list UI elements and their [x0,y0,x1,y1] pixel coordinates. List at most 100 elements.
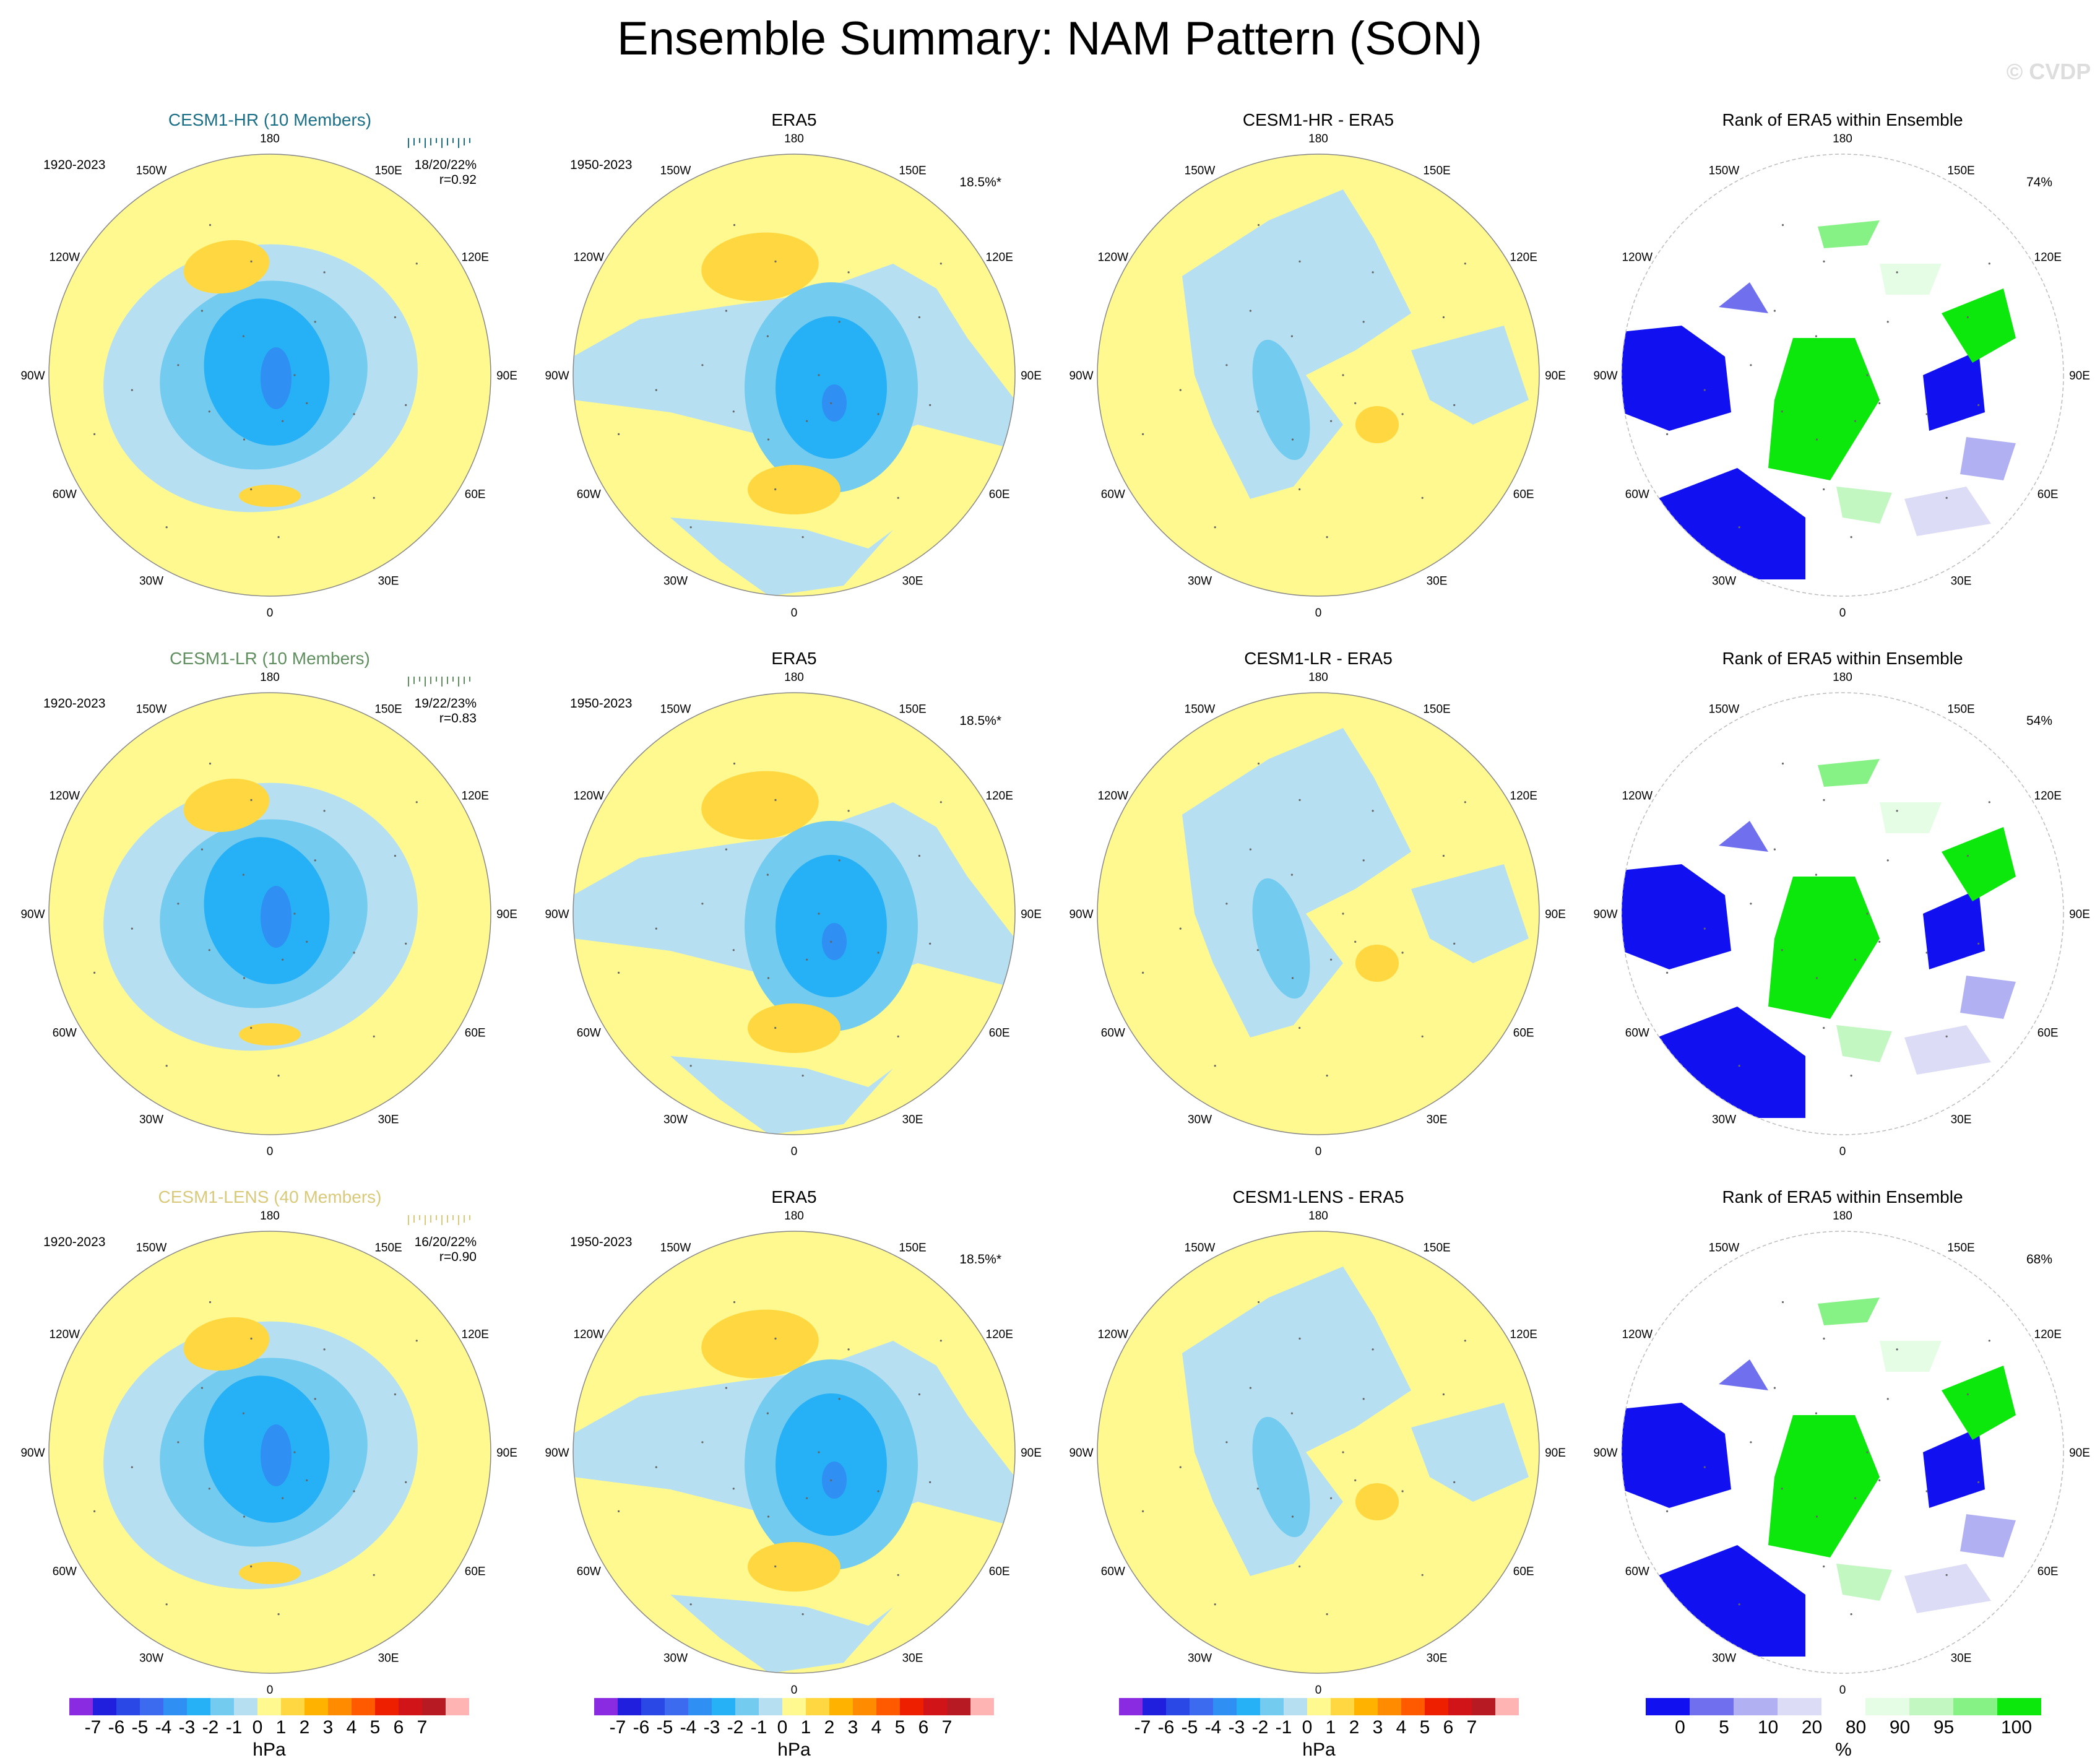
coastline-mark [282,958,284,961]
coastline-mark [250,799,253,801]
coastline-mark [1850,1613,1852,1616]
colorbar-box [712,1698,735,1715]
longitude-label: 60W [1101,1566,1125,1579]
coastline-mark [209,762,212,765]
field-positive-scandinavia [1355,406,1399,443]
colorbar-tick-label: 2 [824,1717,835,1738]
colorbar-tick-label: -7 [610,1717,626,1738]
map-panel: 180 150E 120E 90E 60E 30E 0 30W 60W 90W 120W 150W [1069,1210,1565,1697]
longitude-label: 90E [2069,908,2090,921]
longitude-label: 120W [573,1328,604,1341]
obs-title: ERA5 [771,1187,816,1206]
longitude-label: 90W [1069,908,1093,921]
longitude-label: 30W [139,1652,163,1665]
longitude-label: 30E [1427,575,1448,588]
coastline-mark [1945,1574,1948,1576]
coastline-mark [838,1398,840,1400]
obs-title: ERA5 [771,649,816,668]
coastline-mark [1738,1065,1740,1067]
colorbar-box [1865,1698,1909,1715]
map-boundary [48,154,491,597]
colorbar-tick-label: -2 [1252,1717,1269,1738]
map-panel: 180 150E 120E 90E 60E 30E 0 30W 60W 90W 120W 150W [1069,132,1565,620]
coastline-mark [1214,526,1216,529]
field-layer [573,1231,1015,1673]
colorbar-tick-label: -7 [85,1717,102,1738]
colorbar-box [594,1698,618,1715]
coastline-mark [725,848,727,851]
field-positive-europe [748,465,840,514]
longitude-label: 150W [1185,164,1216,177]
field-negative-core [822,1462,847,1499]
colorbar-box [1284,1698,1307,1715]
coastline-mark [1925,1490,1928,1492]
colorbar-box [1997,1698,2041,1715]
rank-high-east [1942,1366,2016,1440]
coastline-mark [1326,1075,1328,1077]
cvdp-watermark: © CVDP [2007,59,2091,84]
rank-midlow [1719,282,1768,313]
longitude-label: 180 [1308,671,1328,684]
longitude-label: 150E [1947,164,1974,177]
colorbar-box [1119,1698,1143,1715]
colorbar-unit: hPa [1302,1739,1336,1760]
coastline-mark [415,801,418,804]
colorbar-box [1331,1698,1354,1715]
longitude-label: 30W [1188,575,1212,588]
colorbar-box [1778,1698,1821,1715]
coastline-mark [165,1065,168,1067]
coastline-mark [1298,1026,1301,1029]
coastline-mark [373,496,375,499]
coastline-mark [209,223,212,227]
colorbar-tick-label: 5 [1420,1717,1430,1738]
longitude-label: 60W [53,1027,77,1040]
coastline-mark [306,402,308,405]
coastline-mark [1878,1479,1881,1481]
rank-80-90 [1880,1341,1942,1372]
longitude-label: 0 [791,607,798,620]
coastline-mark [282,420,284,422]
colorbar-tick-label: -3 [704,1717,720,1738]
longitude-label: 150E [374,164,402,177]
longitude-label: 120E [1510,251,1537,264]
obs-period: 1950-2023 [570,1235,632,1249]
longitude-label: 120E [986,790,1013,803]
colorbar-box [829,1698,853,1715]
colorbar-rank: 0 5 10 20 80 90 95 100% [1646,1698,2041,1760]
colorbar-box [1953,1698,1997,1715]
colorbar-tick-label: 2 [1349,1717,1360,1738]
rank-5-10 [1960,1514,2016,1557]
field-layer [1097,693,1539,1135]
coastline-mark [1738,526,1740,529]
longitude-label: 60E [1513,488,1534,501]
longitude-label: 30E [1427,1114,1448,1127]
coastline-mark [847,810,850,812]
field-negative-weak [1182,728,1411,1037]
colorbar-unit: hPa [253,1739,286,1760]
coastline-mark [277,536,280,539]
coastline-mark [1401,951,1404,954]
rank-high-east [1942,827,2016,901]
coastline-mark [1179,389,1182,391]
longitude-label: 150E [1423,164,1450,177]
longitude-label: 60W [53,1566,77,1579]
longitude-label: 180 [784,132,804,145]
coastline-mark [1823,1337,1825,1340]
coastline-mark [929,942,931,945]
coastline-mark [394,1393,397,1396]
coastline-mark [732,410,735,413]
coastline-mark [766,873,769,876]
coastline-mark [818,912,820,915]
colorbar-tick-label: 6 [1443,1717,1454,1738]
field-positive-pacific [701,1309,819,1379]
coastline-mark [689,1065,692,1067]
rank-title: Rank of ERA5 within Ensemble [1722,110,1963,129]
longitude-label: 60E [2037,488,2059,501]
longitude-label: 0 [1315,1145,1322,1158]
coastline-mark [1142,971,1144,974]
longitude-label: 60E [465,1027,486,1040]
coastline-mark [1886,321,1889,323]
field-positive-pacific [183,778,270,833]
rank-low-siberia [1923,350,1985,431]
colorbar-box [1495,1698,1519,1715]
